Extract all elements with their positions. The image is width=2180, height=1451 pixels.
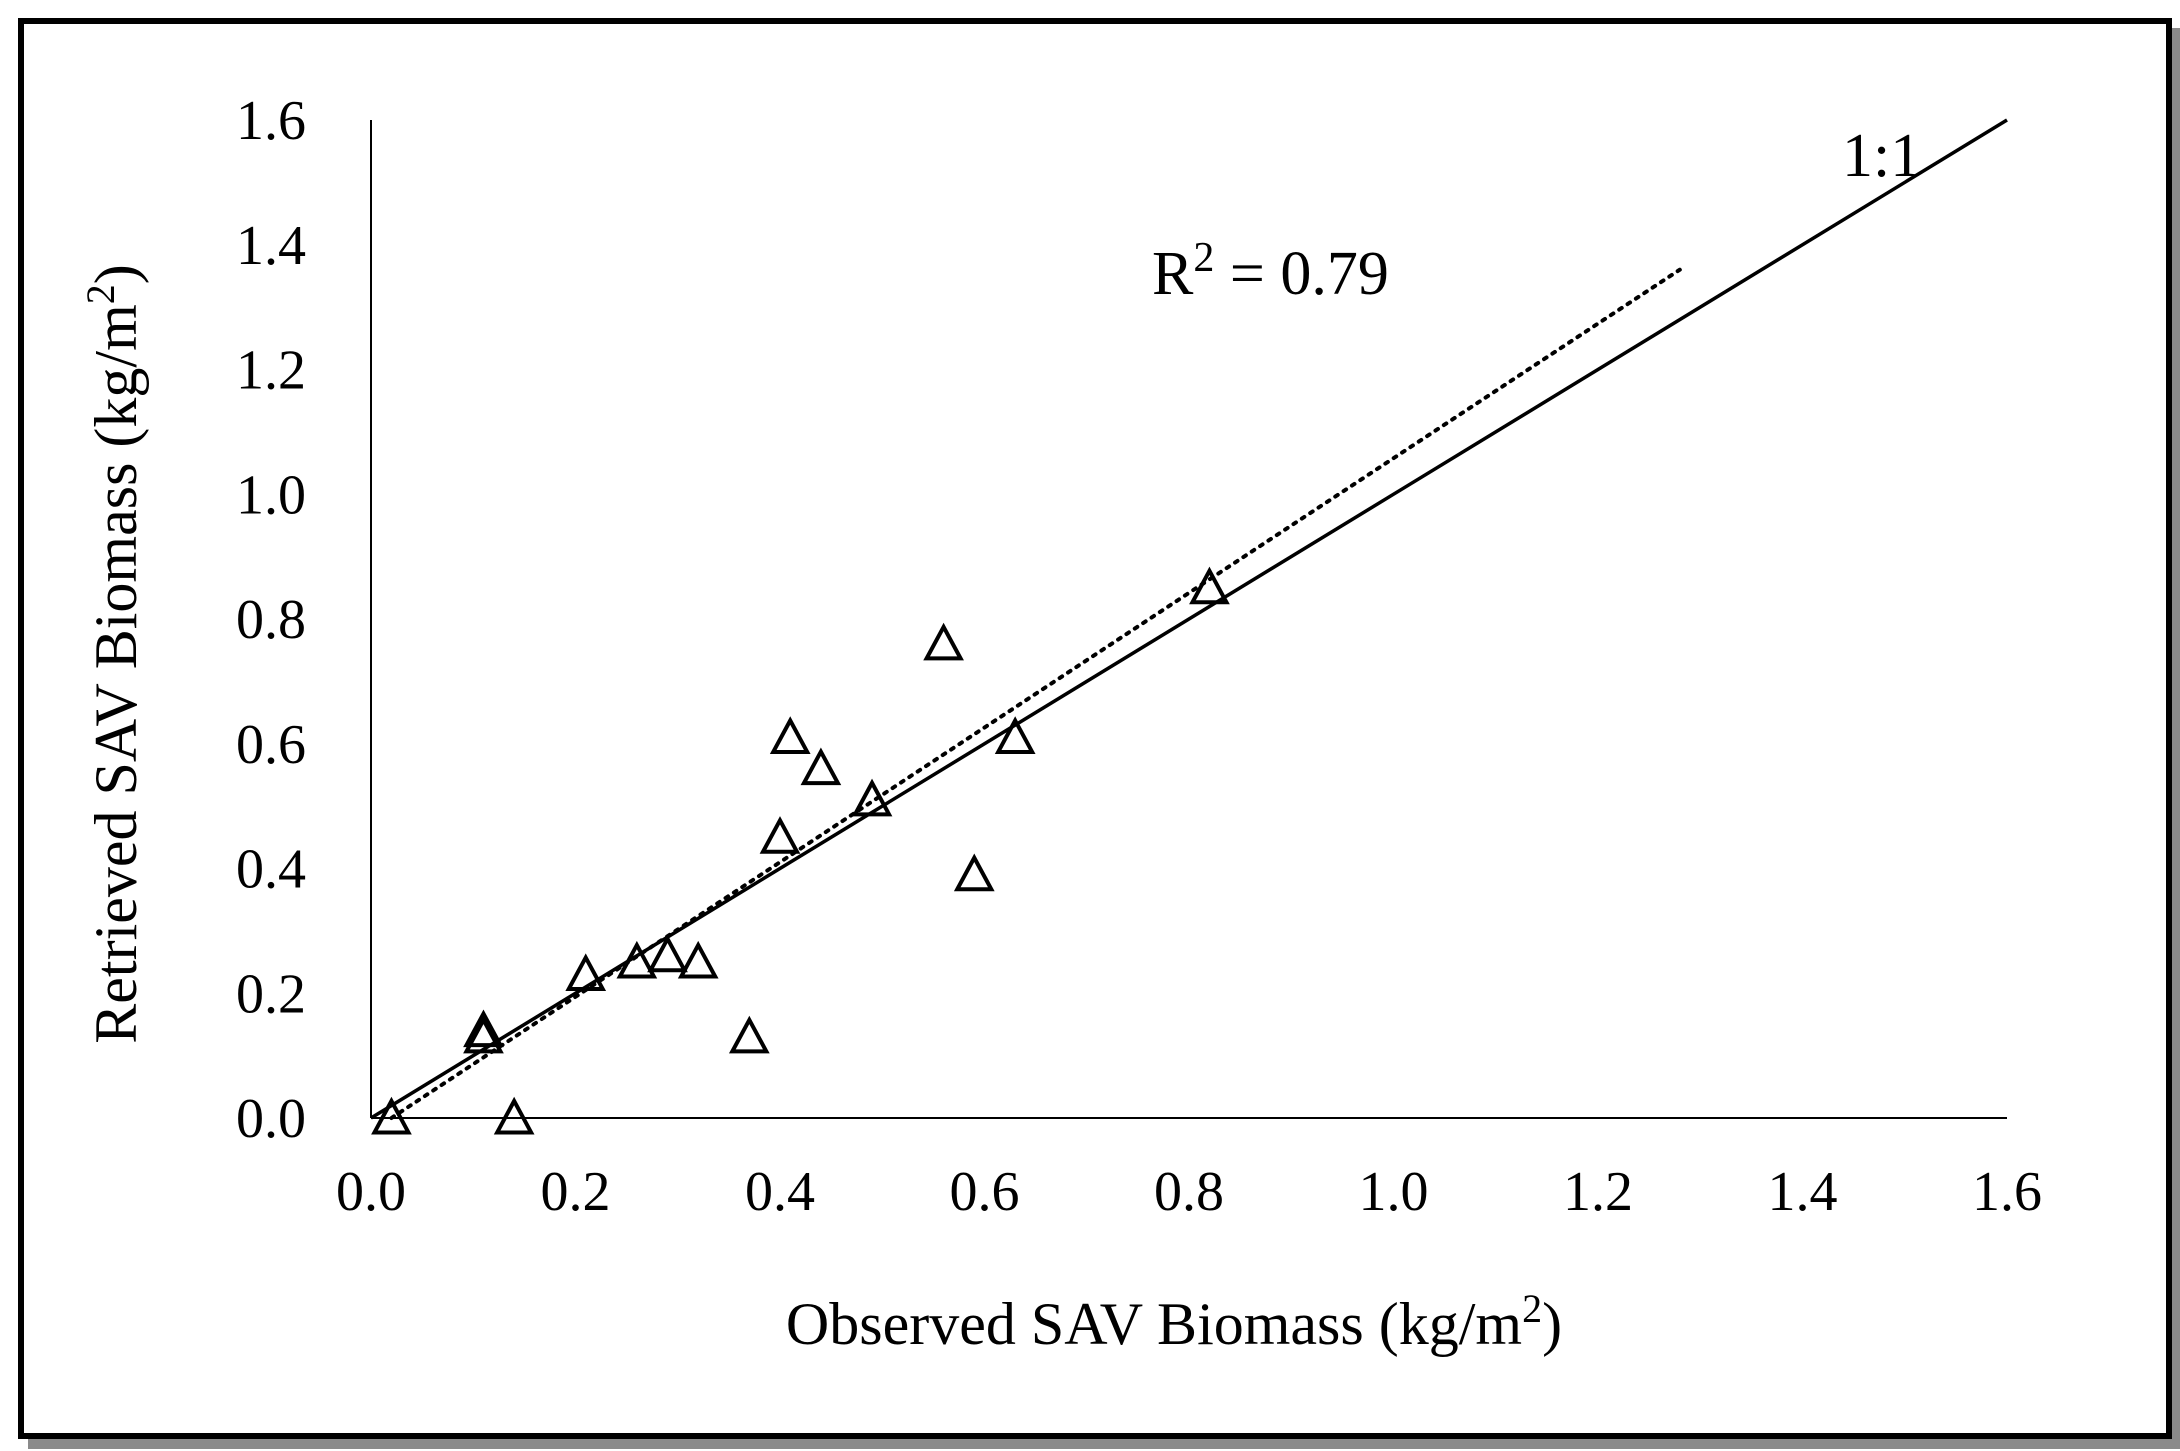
data-point <box>677 940 719 979</box>
data-point <box>953 853 995 892</box>
scatter-chart: 0.0 0.2 0.4 0.6 0.8 1.0 1.2 1.4 1.6 0.0 0.2 0.4 0.6… <box>78 90 2043 1358</box>
x-tick-label: 0.2 <box>541 1161 611 1223</box>
y-tick-label: 1.0 <box>236 464 306 526</box>
data-point <box>769 716 811 754</box>
one-to-one-label: 1:1 <box>1842 122 1921 190</box>
x-tick-label: 0.4 <box>745 1161 815 1223</box>
data-point <box>728 1015 770 1054</box>
data-point <box>493 1096 535 1135</box>
x-tick-label: 1.0 <box>1359 1161 1429 1223</box>
data-points <box>371 566 1230 1135</box>
r-squared-label: R2 = 0.79 <box>1152 235 1389 308</box>
y-tick-label: 0.6 <box>236 714 306 776</box>
x-tick-labels: 0.0 0.2 0.4 0.6 0.8 1.0 1.2 1.4 1.6 <box>336 1161 2042 1223</box>
x-tick-label: 0.0 <box>336 1161 406 1223</box>
x-axis-title: Observed SAV Biomass (kg/m2) <box>786 1286 1562 1358</box>
y-axis-title: Retrieved SAV Biomass (kg/m2) <box>78 264 150 1043</box>
y-tick-label: 0.0 <box>236 1088 306 1150</box>
y-tick-label: 1.2 <box>236 340 306 402</box>
data-point <box>994 716 1036 754</box>
y-tick-label: 0.8 <box>236 589 306 651</box>
x-tick-label: 1.2 <box>1563 1161 1633 1223</box>
y-tick-label: 0.4 <box>236 839 306 901</box>
x-tick-label: 1.4 <box>1768 1161 1838 1223</box>
y-tick-labels: 0.0 0.2 0.4 0.6 0.8 1.0 1.2 1.4 1.6 <box>236 90 306 1150</box>
data-point <box>647 934 688 973</box>
data-point <box>800 747 842 786</box>
data-point <box>851 778 893 817</box>
data-point <box>1189 566 1230 605</box>
data-point <box>371 1096 412 1135</box>
x-tick-label: 1.6 <box>1972 1161 2042 1223</box>
data-point <box>565 953 607 991</box>
data-point <box>463 1009 504 1048</box>
y-tick-label: 1.6 <box>236 90 306 152</box>
data-point <box>616 940 658 979</box>
x-tick-label: 0.6 <box>950 1161 1020 1223</box>
data-point <box>463 1015 504 1054</box>
x-tick-label: 0.8 <box>1154 1161 1224 1223</box>
data-point <box>923 622 964 661</box>
data-point <box>759 816 801 854</box>
y-tick-label: 1.4 <box>236 215 306 277</box>
y-tick-label: 0.2 <box>236 963 306 1025</box>
figure-frame: 0.0 0.2 0.4 0.6 0.8 1.0 1.2 1.4 1.6 0.0 0.2 0.4 0.6… <box>18 18 2172 1439</box>
trendline <box>389 267 1682 1120</box>
axes <box>370 120 2007 1119</box>
reference-lines <box>370 118 2008 1120</box>
